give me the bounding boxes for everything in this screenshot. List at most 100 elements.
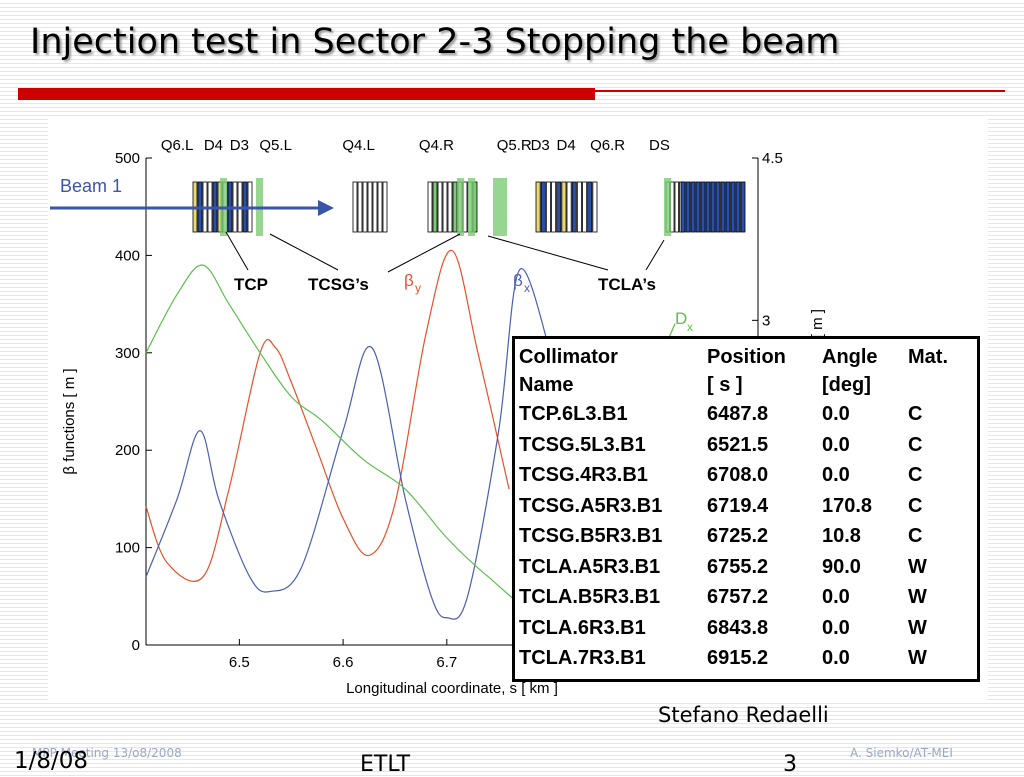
magnet-element	[592, 181, 598, 233]
table-cell: 0.0	[822, 586, 850, 608]
table-header-cell: Angle [deg]	[822, 343, 908, 399]
magnet-element	[690, 181, 696, 233]
series-label-beta-y: β	[404, 271, 414, 290]
magnet-element	[561, 181, 567, 233]
magnet-element	[357, 181, 363, 233]
magnet-element	[556, 181, 562, 233]
y2-tick-label: 3	[762, 312, 770, 329]
magnet-element	[674, 181, 679, 233]
x-tick-label: 6.6	[333, 654, 354, 671]
table-cell: TCLA.6R3.B1	[519, 616, 646, 639]
table-cell: TCSG.4R3.B1	[519, 464, 648, 486]
table-cell: 170.8	[822, 494, 873, 517]
header-line: [deg]	[822, 374, 871, 396]
lattice-element-label: Q6.R	[590, 137, 625, 154]
table-cell: 6521.5	[707, 433, 769, 456]
beta-function-chart: 010020030040050034.56.56.66.76.86.9Longi…	[50, 137, 826, 697]
x-tick-label: 6.5	[229, 654, 250, 671]
slide-title: Injection test in Sector 2-3 Stopping th…	[30, 22, 840, 62]
magnet-element	[535, 181, 541, 233]
x-axis-label: Longitudinal coordinate, s [ km ]	[346, 680, 558, 697]
header-line: Position	[707, 346, 786, 368]
magnet-element	[447, 181, 453, 233]
collimator-marker	[493, 178, 500, 236]
magnet-element	[382, 181, 388, 233]
y-tick-label: 300	[115, 345, 140, 362]
footer-event: ETLT	[360, 752, 411, 777]
beta-y-line	[145, 249, 510, 582]
magnet-element	[730, 181, 736, 233]
table-cell: 6487.8	[707, 403, 769, 425]
table-row: TCLA.B5R3.B1 6757.2 0.0 W	[519, 582, 968, 613]
lattice-element-label: D3	[230, 137, 249, 154]
table-header-cell: Collimator Name	[519, 343, 707, 399]
table-cell: 0.0	[822, 464, 850, 486]
magnet-element	[377, 181, 383, 233]
magnet-element	[352, 181, 358, 233]
y-tick-label: 200	[115, 442, 140, 459]
header-line: [ s ]	[707, 374, 743, 396]
table-cell: TCLA.A5R3.B1	[519, 555, 661, 578]
table-cell: C	[908, 464, 923, 486]
y-tick-label: 500	[115, 150, 140, 167]
table-cell: TCSG.B5R3.B1	[519, 525, 663, 547]
collimator-table-grid: Collimator Name Position[ s ] Angle [deg] …	[519, 343, 968, 674]
magnet-element	[452, 181, 458, 233]
series-label-beta-x: β	[513, 271, 523, 290]
lattice-element-label: Q5.L	[259, 137, 292, 154]
table-header-cell: Mat.	[908, 343, 968, 399]
collimator-pointer	[645, 239, 665, 271]
title-rule-thick	[18, 88, 595, 100]
series-label-beta-x-sub: x	[524, 281, 530, 295]
table-cell: 6708.0	[707, 464, 769, 486]
y-tick-label: 100	[115, 540, 140, 557]
table-cell: 6725.2	[707, 525, 769, 547]
table-cell: 90.0	[822, 555, 861, 578]
table-header-cell: Position [ s ]	[707, 343, 822, 399]
lattice-element-label: D4	[557, 137, 576, 154]
magnet-element	[427, 181, 433, 233]
magnet-element	[705, 181, 711, 233]
header-line: Collimator	[519, 346, 618, 368]
collimator-pointer	[387, 233, 461, 273]
magnet-element	[437, 181, 443, 233]
collimator-table: Collimator Name Position[ s ] Angle [deg] …	[512, 336, 980, 682]
table-cell: 10.8	[822, 525, 861, 547]
magnet-element	[566, 181, 572, 233]
y2-tick-label: 4.5	[762, 150, 783, 167]
header-line: Name	[519, 374, 574, 396]
lattice-element-label: Q4.L	[342, 137, 375, 154]
y-axis-label: β functions [ m ]	[61, 368, 78, 474]
magnet-element	[740, 181, 746, 233]
table-row: TCP.6L3.B1 6487.8 0.0 C	[519, 399, 968, 430]
collimator-marker	[664, 178, 671, 236]
header-line: Mat.	[908, 346, 948, 368]
table-cell: C	[908, 433, 923, 456]
magnet-element	[582, 181, 588, 233]
author-name: Stefano Redaelli	[658, 703, 829, 727]
table-cell: 0.0	[822, 433, 850, 456]
table-cell: W	[908, 647, 927, 669]
table-cell: TCP.6L3.B1	[519, 403, 628, 425]
magnet-element	[576, 181, 582, 233]
collimator-pointer	[225, 231, 249, 271]
x-tick-label: 6.7	[436, 654, 457, 671]
magnet-element	[725, 181, 731, 233]
magnet-element	[680, 181, 686, 233]
table-header-row: Collimator Name Position[ s ] Angle [deg] …	[519, 343, 968, 399]
beam-label: Beam 1	[60, 176, 122, 196]
lattice-element-label: Q4.R	[419, 137, 454, 154]
magnet-element	[715, 181, 721, 233]
magnet-element	[670, 181, 675, 233]
lattice-element-label: Q6.L	[161, 137, 194, 154]
magnet-element	[700, 181, 706, 233]
table-cell: TCLA.7R3.B1	[519, 647, 646, 669]
magnet-element	[720, 181, 726, 233]
lattice-element-label: Q5.R	[497, 137, 532, 154]
table-row: TCLA.6R3.B1 6843.8 0.0 W	[519, 613, 968, 644]
footer-date: 1/8/08	[14, 748, 89, 774]
series-label-beta-y-sub: y	[415, 281, 421, 295]
collimator-label-tcp: TCP	[234, 275, 268, 294]
header-line: Angle	[822, 346, 878, 368]
table-row: TCSG.B5R3.B1 6725.2 10.8 C	[519, 521, 968, 552]
